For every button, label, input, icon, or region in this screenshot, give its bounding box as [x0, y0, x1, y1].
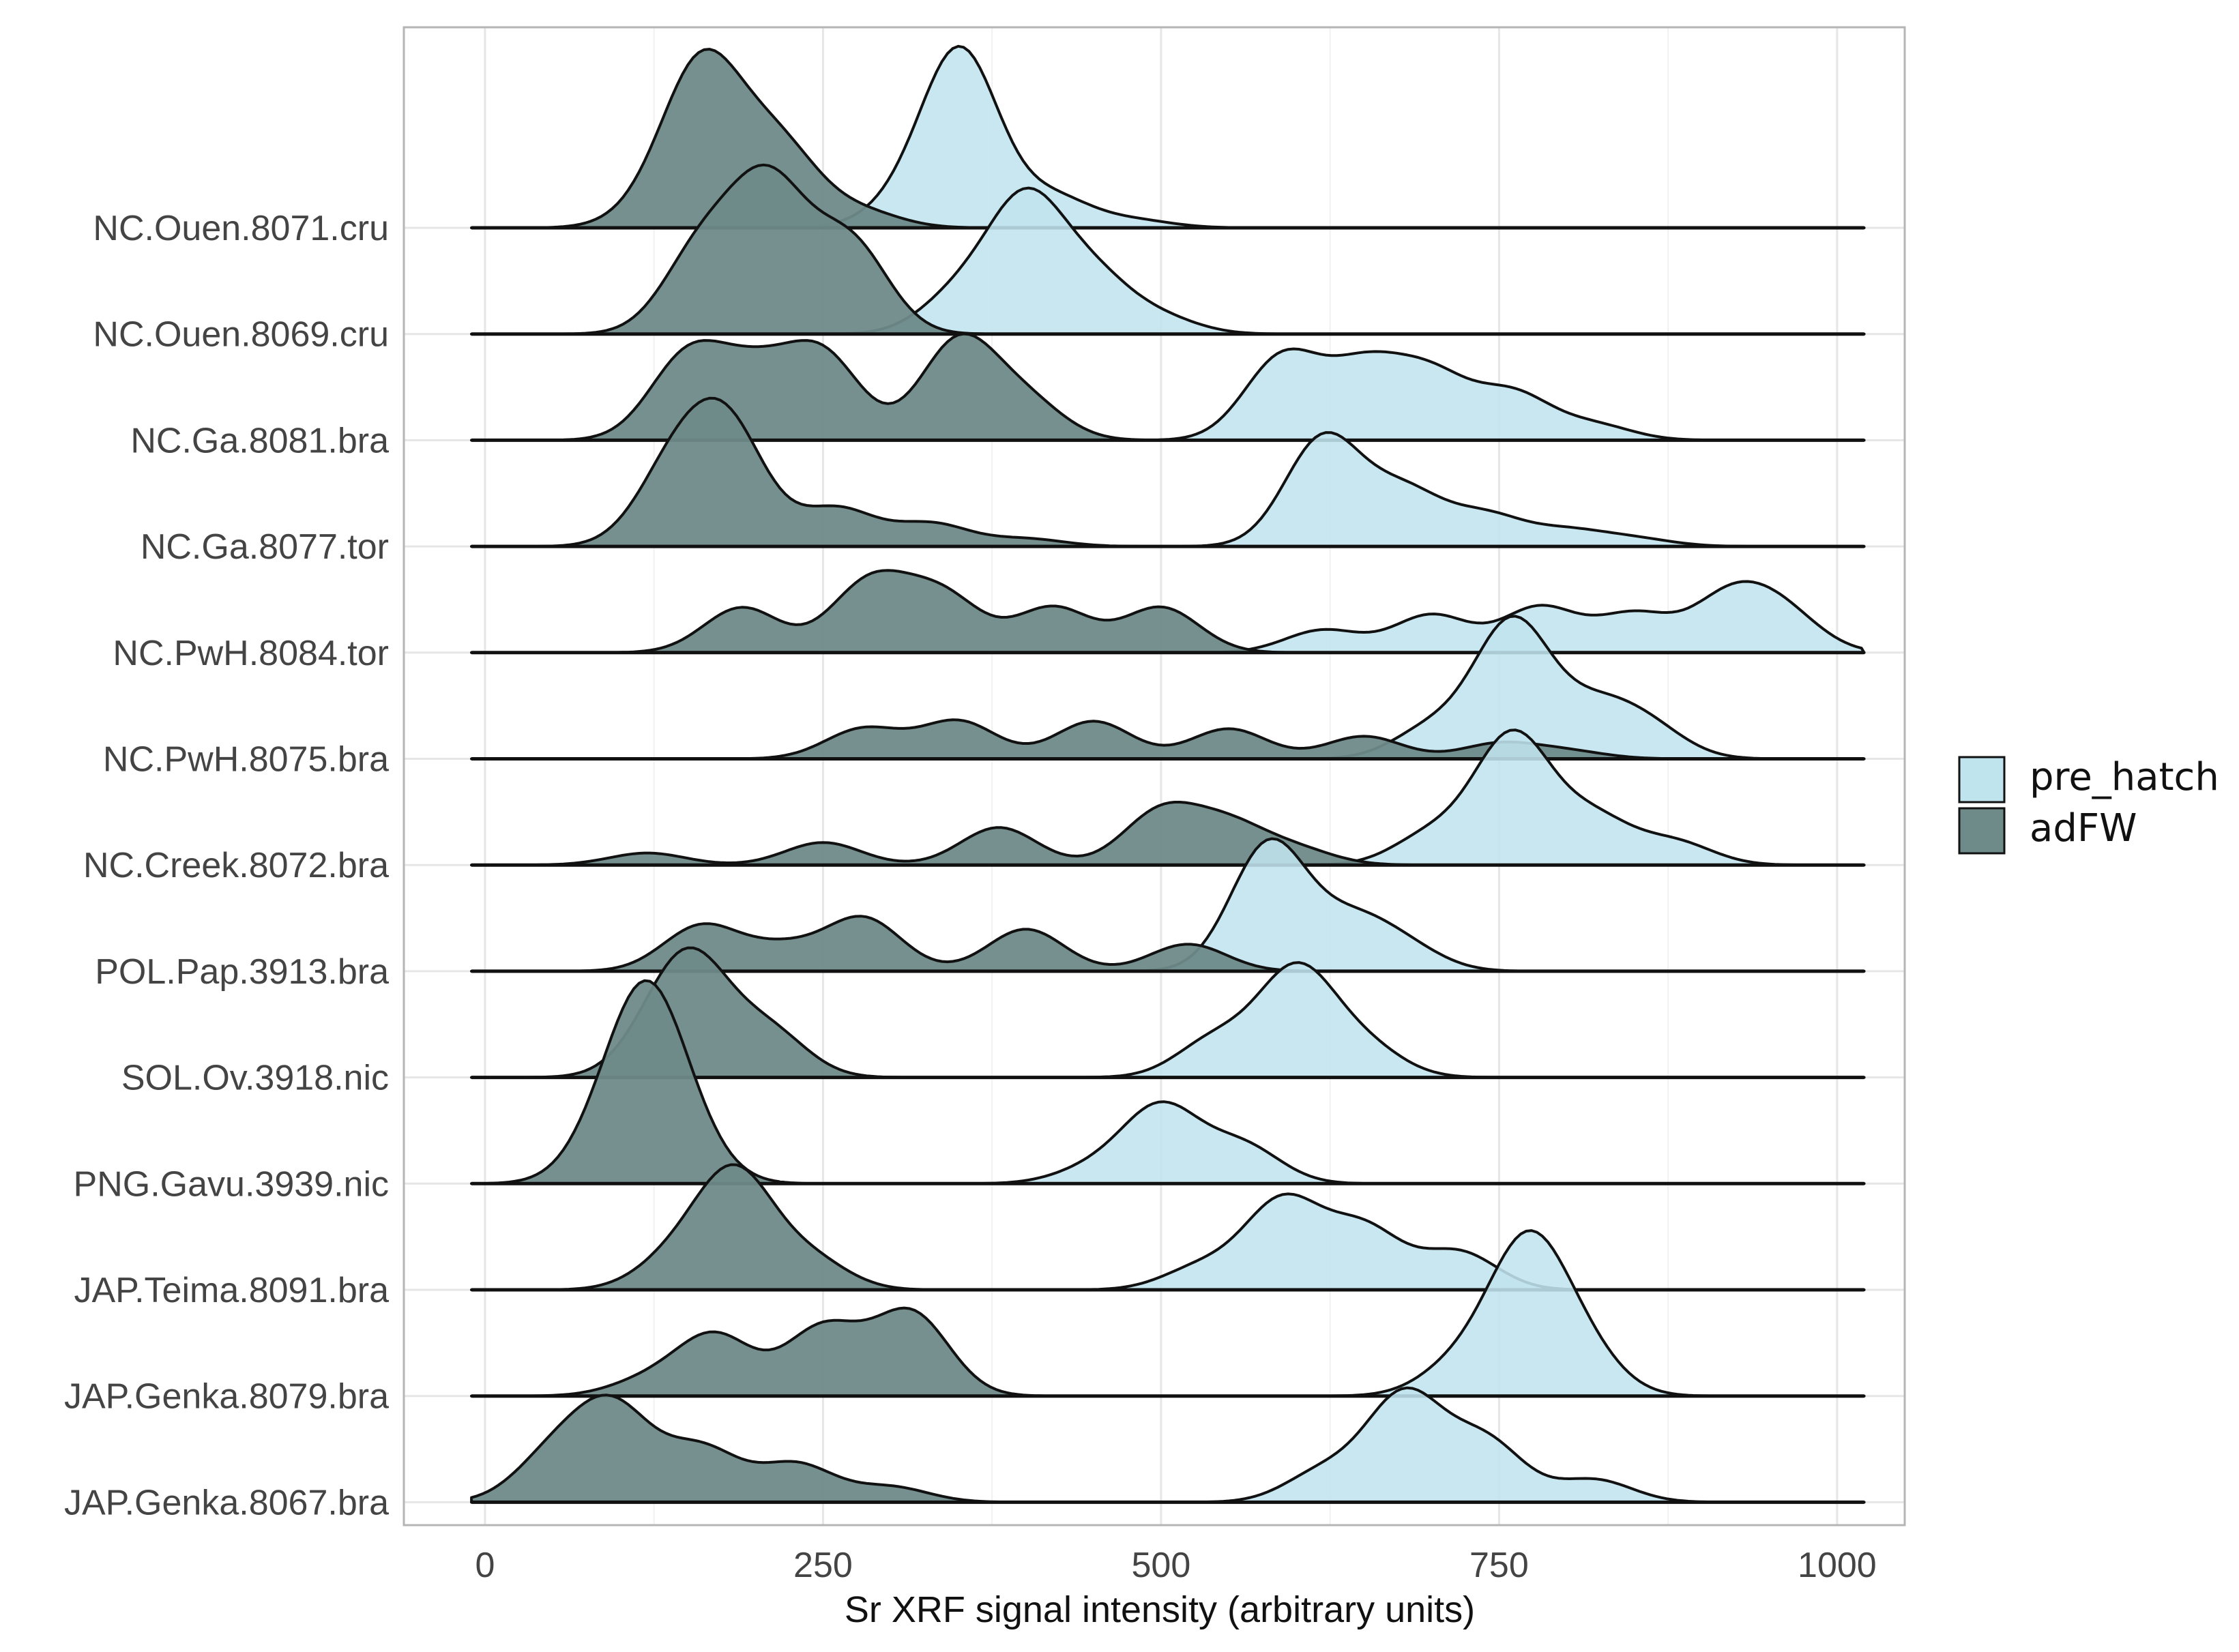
- y-tick-label: JAP.Genka.8067.bra: [64, 1483, 389, 1522]
- y-tick-label: POL.Pap.3913.bra: [95, 952, 389, 992]
- panel-frame: [403, 26, 1906, 1526]
- legend: pre_hatch adFW: [1958, 755, 2219, 855]
- y-tick-label: PNG.Gavu.3939.nic: [74, 1164, 389, 1204]
- legend-key-adFW: [1958, 807, 2006, 855]
- y-tick-label: NC.Ouen.8071.cru: [93, 209, 389, 248]
- x-tick-label: 1000: [1798, 1546, 1877, 1585]
- legend-key-pre-hatch: [1958, 756, 2006, 803]
- legend-label-pre-hatch: pre_hatch: [2030, 755, 2219, 799]
- y-tick-label: NC.PwH.8084.tor: [113, 634, 389, 673]
- ridge-row: [470, 728, 1866, 867]
- y-tick-label: NC.Ga.8077.tor: [141, 527, 389, 567]
- y-tick-label: NC.Creek.8072.bra: [83, 846, 389, 885]
- y-tick-label: SOL.Ov.3918.nic: [121, 1059, 389, 1098]
- ridge-row: [470, 1229, 1866, 1398]
- y-tick-label: JAP.Teima.8091.bra: [74, 1271, 389, 1310]
- legend-label-adFW: adFW: [2030, 806, 2137, 851]
- ridge-row: [470, 1163, 1866, 1292]
- y-tick-label: NC.Ouen.8069.cru: [93, 315, 389, 355]
- x-axis-title: Sr XRF signal intensity (arbitrary units…: [845, 1589, 1475, 1630]
- panel-border: [403, 26, 1906, 1526]
- x-tick-label: 750: [1469, 1546, 1529, 1585]
- y-tick-label: NC.Ga.8081.bra: [130, 421, 389, 460]
- y-tick-label: NC.PwH.8075.bra: [103, 740, 389, 780]
- ridge-row: [470, 1386, 1866, 1504]
- ridge-densities: [470, 44, 1866, 1504]
- y-axis-tick-labels: NC.Ouen.8071.cru NC.Ouen.8069.cru NC.Ga.80…: [64, 209, 389, 1522]
- ridge-row: [470, 163, 1866, 336]
- x-tick-label: 0: [475, 1546, 495, 1585]
- x-tick-label: 250: [793, 1546, 853, 1585]
- ridge-row: [470, 396, 1866, 548]
- x-axis-tick-labels: 0 250 500 750 1000: [475, 1546, 1876, 1585]
- x-tick-label: 500: [1132, 1546, 1191, 1585]
- y-tick-label: JAP.Genka.8079.bra: [64, 1377, 389, 1417]
